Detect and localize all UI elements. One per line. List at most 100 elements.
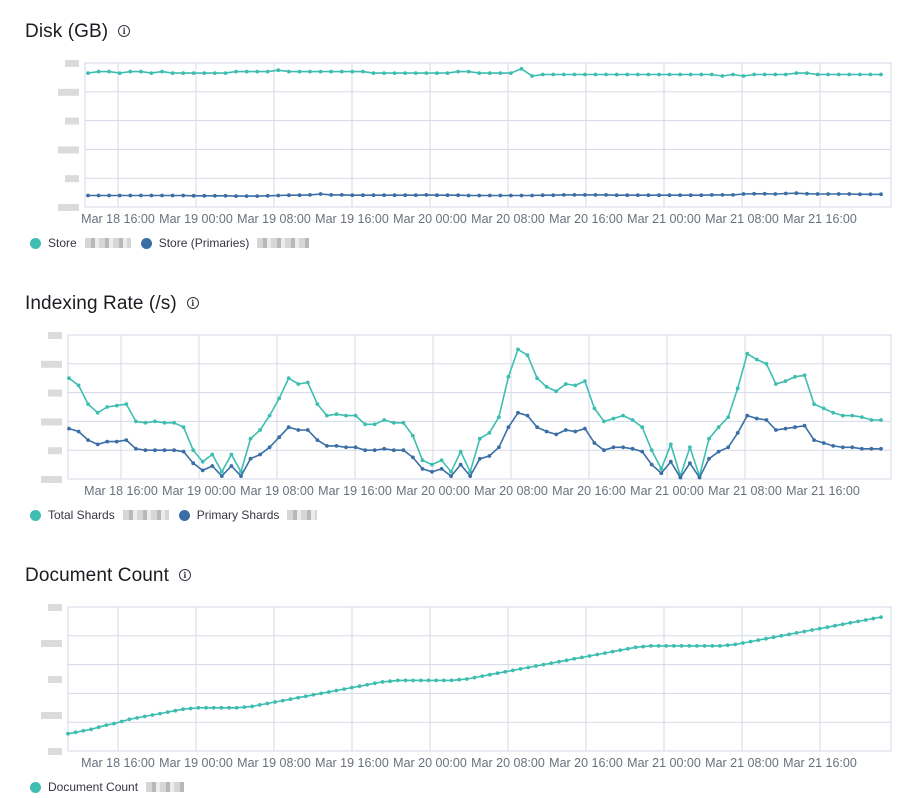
data-point[interactable] bbox=[869, 446, 874, 451]
data-point[interactable] bbox=[573, 383, 578, 388]
series-store[interactable] bbox=[86, 66, 883, 78]
data-point[interactable] bbox=[105, 439, 110, 444]
data-point[interactable] bbox=[234, 705, 239, 710]
data-point[interactable] bbox=[764, 418, 769, 422]
data-point[interactable] bbox=[487, 71, 492, 75]
series-document-count[interactable] bbox=[66, 615, 883, 736]
data-point[interactable] bbox=[143, 420, 148, 425]
data-point[interactable] bbox=[604, 193, 608, 197]
data-point[interactable] bbox=[850, 445, 855, 450]
data-point[interactable] bbox=[817, 626, 822, 631]
data-point[interactable] bbox=[213, 193, 217, 198]
data-point[interactable] bbox=[541, 662, 546, 667]
data-point[interactable] bbox=[334, 444, 339, 448]
data-point[interactable] bbox=[445, 71, 450, 75]
data-point[interactable] bbox=[725, 643, 730, 648]
data-point[interactable] bbox=[255, 69, 260, 74]
data-point[interactable] bbox=[342, 687, 346, 691]
data-point[interactable] bbox=[329, 193, 334, 197]
data-point[interactable] bbox=[361, 69, 365, 74]
data-point[interactable] bbox=[764, 361, 769, 366]
data-point[interactable] bbox=[868, 72, 873, 77]
data-point[interactable] bbox=[621, 413, 625, 418]
data-point[interactable] bbox=[353, 445, 358, 450]
data-point[interactable] bbox=[621, 445, 625, 450]
data-point[interactable] bbox=[257, 703, 262, 707]
data-point[interactable] bbox=[318, 69, 323, 74]
data-point[interactable] bbox=[258, 428, 262, 432]
data-point[interactable] bbox=[134, 419, 138, 424]
data-point[interactable] bbox=[403, 193, 408, 198]
data-point[interactable] bbox=[319, 691, 323, 696]
data-point[interactable] bbox=[611, 445, 616, 450]
data-point[interactable] bbox=[678, 72, 682, 77]
data-point[interactable] bbox=[160, 69, 164, 74]
data-point[interactable] bbox=[170, 193, 175, 198]
data-point[interactable] bbox=[583, 72, 587, 77]
data-point[interactable] bbox=[611, 416, 616, 421]
data-point[interactable] bbox=[787, 632, 791, 637]
data-point[interactable] bbox=[544, 384, 549, 389]
data-point[interactable] bbox=[879, 72, 883, 77]
data-point[interactable] bbox=[697, 475, 702, 480]
data-point[interactable] bbox=[255, 194, 260, 199]
data-point[interactable] bbox=[779, 633, 784, 638]
data-point[interactable] bbox=[519, 193, 524, 198]
data-point[interactable] bbox=[540, 72, 545, 77]
data-point[interactable] bbox=[678, 475, 683, 480]
data-point[interactable] bbox=[583, 426, 587, 431]
data-point[interactable] bbox=[812, 402, 816, 406]
data-point[interactable] bbox=[315, 438, 320, 442]
data-point[interactable] bbox=[821, 441, 826, 445]
data-point[interactable] bbox=[334, 688, 339, 693]
data-point[interactable] bbox=[234, 69, 238, 74]
data-point[interactable] bbox=[326, 690, 331, 694]
disk-chart[interactable]: Mar 18 16:00 Mar 19 00:00 Mar 19 08:00 Mar … bbox=[0, 0, 919, 235]
data-point[interactable] bbox=[595, 652, 600, 657]
legend-item-primary-shards[interactable]: Primary Shards bbox=[178, 508, 318, 522]
data-point[interactable] bbox=[244, 69, 249, 74]
data-point[interactable] bbox=[135, 716, 139, 720]
data-point[interactable] bbox=[850, 413, 855, 418]
data-point[interactable] bbox=[391, 448, 396, 453]
data-point[interactable] bbox=[86, 71, 90, 75]
data-point[interactable] bbox=[250, 704, 255, 709]
data-point[interactable] bbox=[150, 713, 155, 717]
data-point[interactable] bbox=[649, 644, 653, 648]
data-point[interactable] bbox=[805, 71, 809, 75]
data-point[interactable] bbox=[656, 644, 661, 648]
data-point[interactable] bbox=[477, 193, 482, 198]
data-point[interactable] bbox=[487, 193, 492, 198]
data-point[interactable] bbox=[667, 72, 672, 77]
data-point[interactable] bbox=[487, 431, 492, 435]
data-point[interactable] bbox=[688, 72, 693, 77]
data-point[interactable] bbox=[668, 459, 673, 464]
data-point[interactable] bbox=[510, 668, 515, 673]
data-point[interactable] bbox=[720, 74, 725, 78]
data-point[interactable] bbox=[735, 431, 740, 435]
data-point[interactable] bbox=[626, 646, 630, 651]
data-point[interactable] bbox=[401, 448, 406, 453]
data-point[interactable] bbox=[688, 193, 693, 198]
data-point[interactable] bbox=[112, 721, 116, 726]
data-point[interactable] bbox=[741, 74, 746, 78]
data-point[interactable] bbox=[745, 413, 750, 418]
data-point[interactable] bbox=[96, 725, 101, 730]
data-point[interactable] bbox=[424, 193, 429, 197]
data-point[interactable] bbox=[580, 655, 584, 660]
data-point[interactable] bbox=[96, 69, 101, 74]
data-point[interactable] bbox=[418, 678, 423, 683]
data-point[interactable] bbox=[202, 71, 207, 75]
data-point[interactable] bbox=[139, 193, 143, 198]
data-point[interactable] bbox=[688, 445, 692, 450]
data-point[interactable] bbox=[430, 469, 434, 474]
data-point[interactable] bbox=[506, 374, 511, 379]
data-point[interactable] bbox=[114, 403, 119, 408]
data-point[interactable] bbox=[128, 69, 133, 74]
data-point[interactable] bbox=[67, 376, 71, 381]
data-point[interactable] bbox=[173, 708, 178, 713]
data-point[interactable] bbox=[774, 428, 778, 432]
data-point[interactable] bbox=[280, 698, 285, 703]
data-point[interactable] bbox=[66, 731, 70, 736]
data-point[interactable] bbox=[726, 445, 731, 450]
